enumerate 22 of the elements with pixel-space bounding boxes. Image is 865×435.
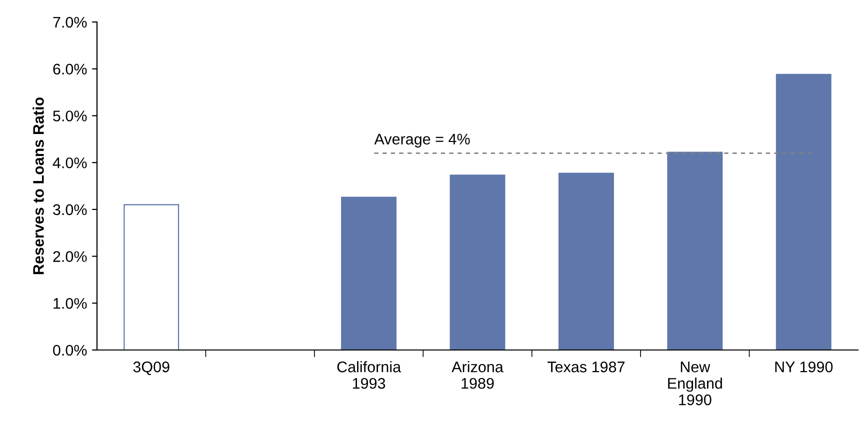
x-tick-label: 3Q09 [133,362,170,376]
bar [450,174,506,350]
y-tick-label: 1.0% [54,298,87,309]
y-tick-label: 6.0% [53,64,87,75]
y-tick-label: 7.0% [53,16,87,28]
x-tick-label: New England 1990 [668,362,722,406]
ref-line-label: Average = 4% [374,134,470,148]
bar [667,152,723,350]
y-tick-label: 0.0% [53,344,87,356]
x-tick-label: NY 1990 [775,362,833,372]
bar [124,204,180,350]
y-axis-title: Reserves to Loans Ratio [32,97,44,274]
bar [776,74,832,350]
x-tick-label: Arizona 1989 [452,361,504,389]
bar [558,172,614,350]
y-tick-label: 4.0% [52,157,87,168]
x-tick-label: Texas 1987 [547,362,625,372]
y-tick-label: 5.0% [53,110,87,122]
bar [341,196,397,350]
x-tick-label: California 1993 [337,361,402,389]
y-tick-label: 2.0% [53,251,87,262]
y-tick-label: 3.0% [53,204,87,216]
